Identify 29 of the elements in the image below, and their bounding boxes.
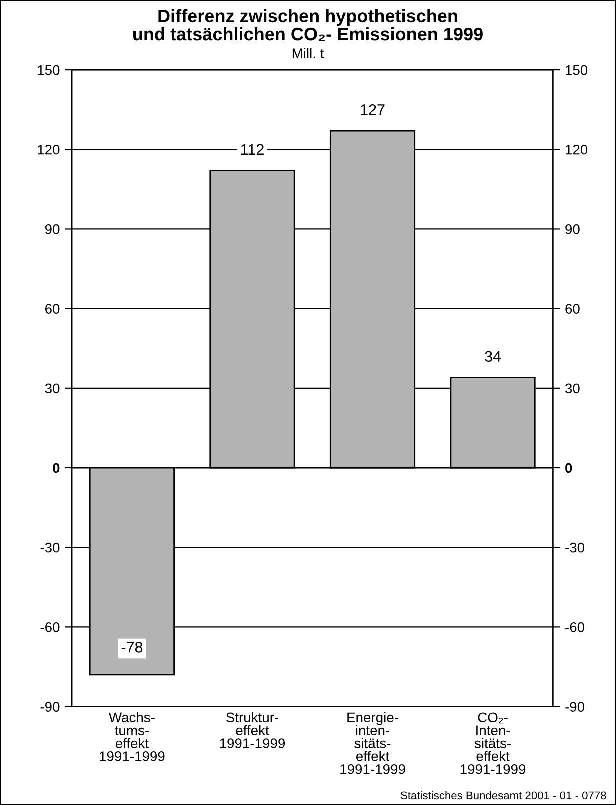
data-label: 112 — [241, 144, 264, 155]
y-tick-label: 0 — [53, 463, 60, 474]
chart-title: Differenz zwischen hypothetischen und tatsächlichen CO₂- Emissionen 1999 — [134, 9, 483, 42]
y2-tick-label: 150 — [566, 65, 588, 76]
data-label: 34 — [485, 351, 502, 362]
y2-tick-label: 30 — [566, 384, 580, 394]
y2-tick-label: 0 — [566, 463, 572, 474]
y2-tick-label: 60 — [566, 304, 580, 314]
data-label: -78 — [122, 642, 143, 653]
y-tick-label: -90 — [40, 702, 60, 712]
y-tick-label: -60 — [40, 622, 60, 632]
y2-tick-label: -60 — [566, 622, 585, 632]
y2-tick-label: -30 — [566, 542, 585, 553]
y-tick-label: 30 — [45, 384, 60, 394]
text: Statistisches Bundesamt 2001 - 01 - 0778 — [400, 791, 606, 800]
y-tick-label: 150 — [38, 65, 60, 76]
x-tick-label: Struktur- effekt 1991-1999 — [220, 712, 286, 748]
y-tick-label: -30 — [40, 542, 60, 553]
x-tick-label: Wachs- tums- effekt 1991-1999 — [100, 712, 165, 762]
y2-tick-label: 90 — [566, 224, 580, 234]
y2-tick-label: 120 — [566, 144, 588, 155]
x-tick-label: CO₂- Inten- sitäts- effekt 1991-1999 — [460, 712, 526, 774]
data-label: 127 — [361, 104, 385, 116]
x-tick-label: Energie- inten- sitäts- effekt 1991-1999 — [340, 712, 406, 774]
y-tick-label: 90 — [45, 224, 60, 234]
y-tick-label: 60 — [46, 304, 60, 314]
y-tick-label: 120 — [38, 144, 60, 155]
chart-subtitle: Mill. t — [292, 48, 324, 58]
y2-tick-label: -90 — [566, 702, 585, 712]
